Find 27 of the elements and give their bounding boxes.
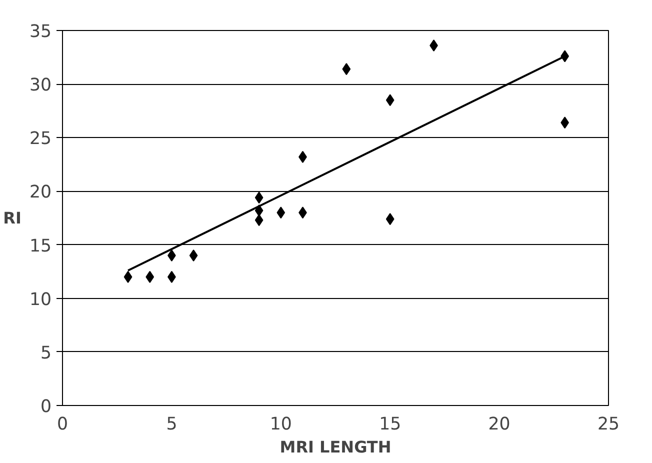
point — [254, 192, 264, 204]
x-tick-label: 5 — [166, 414, 178, 434]
y-tick-label: 35 — [29, 22, 52, 42]
y-tick-label: 10 — [29, 290, 52, 310]
point — [189, 250, 198, 262]
y-tick-label: 15 — [29, 236, 52, 256]
point — [386, 94, 394, 106]
point — [146, 270, 154, 283]
x-tick-label: 0 — [56, 414, 68, 434]
x-tick-label: 25 — [597, 414, 620, 434]
y-tick-label: 30 — [29, 76, 52, 96]
x-tick-label: 20 — [488, 414, 510, 434]
y-tick-label: 25 — [29, 129, 52, 150]
y-tick-label: 5 — [40, 343, 52, 364]
y-tick-label: 0 — [40, 397, 52, 417]
point — [168, 250, 176, 262]
point — [386, 213, 394, 226]
y-axis-title: RI — [3, 208, 22, 228]
x-tick-label: 10 — [270, 414, 292, 434]
point — [430, 40, 438, 52]
y-tick-label: 20 — [29, 182, 52, 203]
point — [124, 270, 132, 283]
x-tick-label: 15 — [379, 414, 402, 434]
x-axis-title: MRI LENGTH — [280, 438, 392, 456]
point — [342, 63, 351, 76]
point — [254, 214, 264, 226]
point — [276, 206, 286, 219]
